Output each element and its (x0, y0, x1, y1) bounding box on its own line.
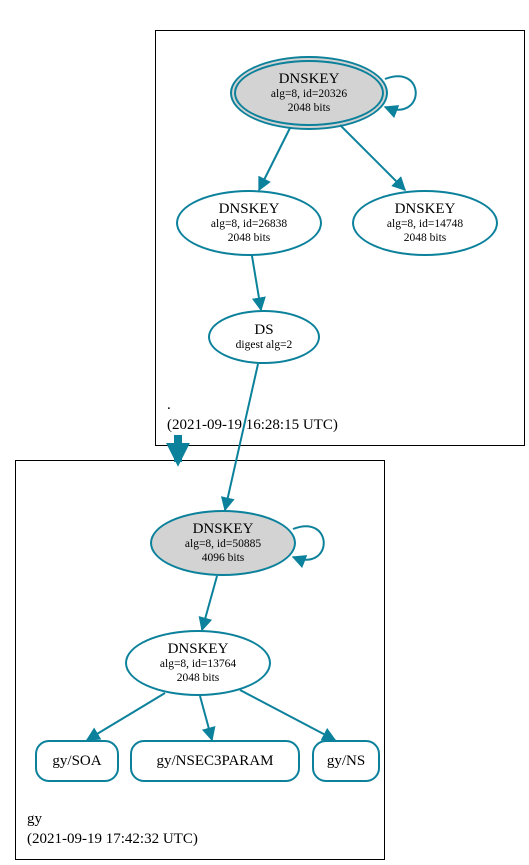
node-sub: alg=8, id=20326 (271, 88, 347, 101)
dnskey-root-zsk-1: DNSKEYalg=8, id=268382048 bits (176, 190, 322, 256)
dnskey-gy-zsk: DNSKEYalg=8, id=137642048 bits (125, 630, 271, 696)
zone-label-root: . (2021-09-19 16:28:15 UTC) (167, 396, 338, 435)
zone-root-name: . (167, 397, 171, 413)
node-sub: alg=8, id=14748 (387, 218, 463, 231)
node-title: DNSKEY (279, 71, 340, 88)
node-sub: 2048 bits (288, 102, 331, 115)
node-title: DNSKEY (168, 641, 229, 658)
node-title: gy/SOA (52, 753, 101, 770)
gy-nsec3param-record: gy/NSEC3PARAM (130, 740, 300, 782)
node-sub: 4096 bits (202, 552, 245, 565)
node-title: DS (254, 322, 273, 339)
node-title: DNSKEY (219, 201, 280, 218)
node-title: gy/NS (327, 753, 365, 770)
zone-gy-name: gy (27, 811, 42, 827)
node-title: gy/NSEC3PARAM (157, 753, 274, 770)
zone-gy-ts: (2021-09-19 17:42:32 UTC) (27, 831, 198, 847)
ds-record: DSdigest alg=2 (208, 310, 320, 364)
dnskey-root-ksk: DNSKEYalg=8, id=203262048 bits (230, 56, 388, 130)
node-sub: 2048 bits (228, 232, 271, 245)
node-title: DNSKEY (395, 201, 456, 218)
node-sub: alg=8, id=26838 (211, 218, 287, 231)
node-sub: digest alg=2 (236, 339, 293, 352)
gy-ns-record: gy/NS (312, 740, 380, 782)
dnskey-root-zsk-2: DNSKEYalg=8, id=147482048 bits (352, 190, 498, 256)
node-sub: 2048 bits (177, 672, 220, 685)
dnskey-gy-ksk: DNSKEYalg=8, id=508854096 bits (150, 510, 296, 576)
gy-soa-record: gy/SOA (35, 740, 119, 782)
node-title: DNSKEY (193, 521, 254, 538)
node-sub: 2048 bits (404, 232, 447, 245)
zone-root-ts: (2021-09-19 16:28:15 UTC) (167, 417, 338, 433)
node-sub: alg=8, id=13764 (160, 658, 236, 671)
node-sub: alg=8, id=50885 (185, 538, 261, 551)
zone-label-gy: gy (2021-09-19 17:42:32 UTC) (27, 810, 198, 849)
